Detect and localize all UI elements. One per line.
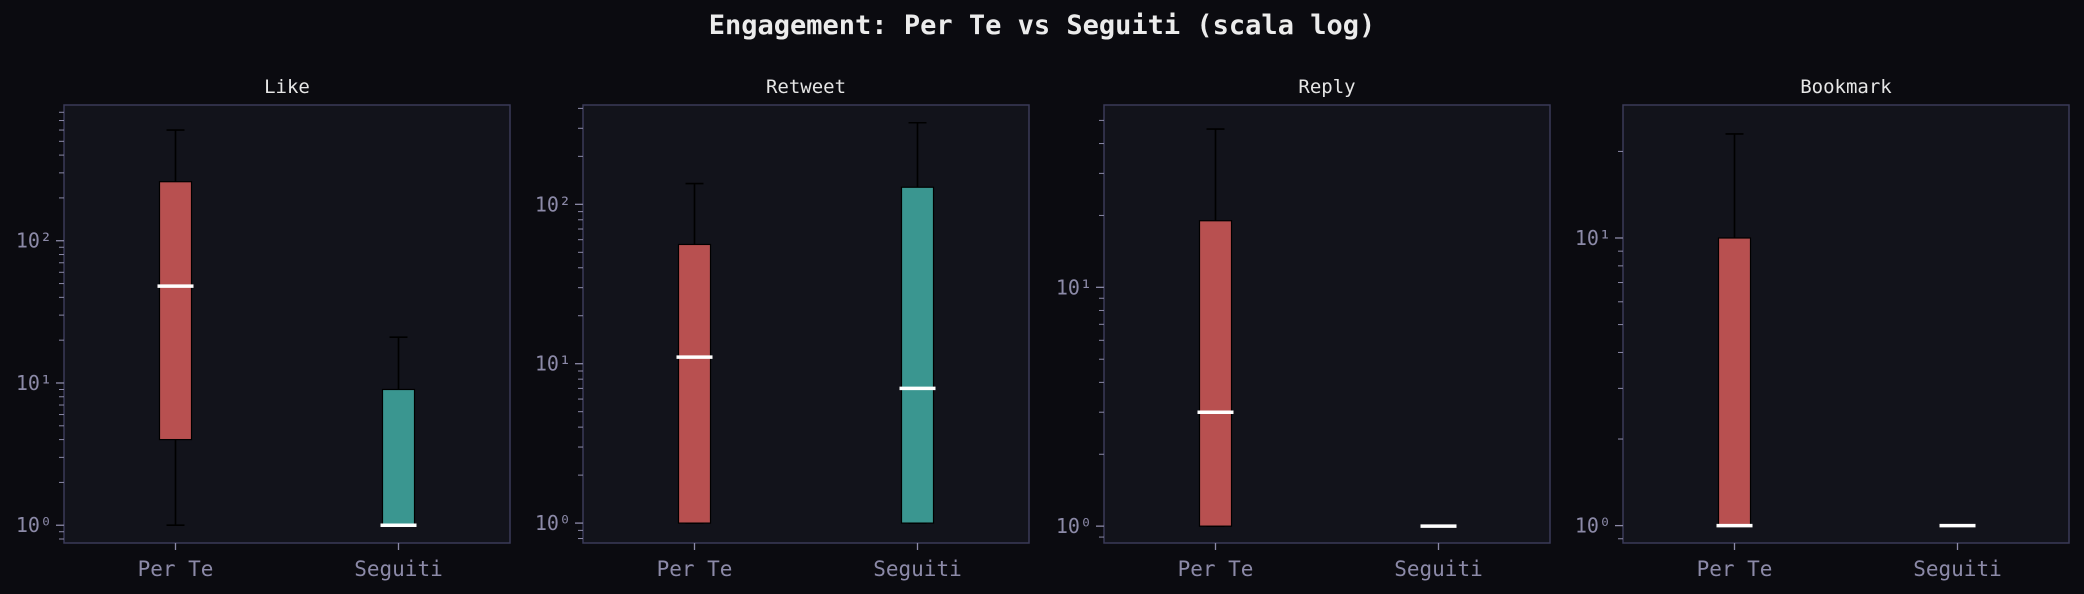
y-tick-label: 10⁰ [535, 511, 571, 535]
box-per-te [1197, 128, 1234, 527]
y-tick-label: 10¹ [16, 371, 52, 395]
axes-frame [582, 104, 1030, 544]
subplot-title: Reply [1298, 76, 1355, 98]
y-tick-label: 10¹ [535, 352, 571, 376]
figure-title: Engagement: Per Te vs Seguiti (scala log… [708, 10, 1376, 41]
x-tick-label: Per Te [138, 557, 214, 581]
y-tick-label: 10¹ [1056, 275, 1092, 299]
y-tick-label: 10⁰ [16, 513, 52, 537]
chart-panel-bookmark: Bookmark 10⁰ 10¹ Per Te Seguiti [1575, 76, 2070, 581]
x-tick-label: Per Te [1178, 557, 1254, 581]
x-tick-label: Per Te [657, 557, 733, 581]
axes-frame [1622, 104, 2070, 544]
y-tick-label: 10² [535, 192, 571, 216]
subplot-title: Bookmark [1800, 76, 1892, 98]
x-tick-label: Seguiti [1394, 557, 1483, 581]
y-tick-label: 10² [16, 229, 52, 253]
box-iqr [1717, 237, 1752, 527]
box-iqr [677, 243, 712, 524]
subplot-title: Like [264, 76, 310, 98]
x-tick-label: Seguiti [354, 557, 443, 581]
box-per-te [676, 182, 713, 524]
box-per-te [1716, 133, 1753, 528]
chart-panel-reply: Reply 10⁰ 10¹ Per Te Seguiti [1056, 76, 1551, 581]
box-iqr [900, 186, 935, 524]
box-per-te [157, 129, 194, 527]
box-seguiti [899, 121, 936, 524]
x-tick-label: Seguiti [873, 557, 962, 581]
x-tick-label: Per Te [1697, 557, 1773, 581]
chart-panel-like: Like 10⁰ 10¹ 10² Per Te Seguiti [16, 76, 511, 581]
axes-frame [63, 104, 511, 544]
chart-panel-retweet: Retweet 10⁰ 10¹ 10² Per Te Seguiti [535, 76, 1030, 581]
subplot-title: Retweet [766, 76, 846, 98]
box-seguiti [380, 336, 417, 527]
axes-frame [1103, 104, 1551, 544]
box-iqr [381, 388, 416, 526]
box-iqr [158, 181, 193, 441]
y-tick-label: 10⁰ [1056, 514, 1092, 538]
y-tick-label: 10⁰ [1575, 514, 1611, 538]
x-tick-label: Seguiti [1913, 557, 2002, 581]
y-tick-label: 10¹ [1575, 226, 1611, 250]
box-iqr [1198, 220, 1233, 527]
